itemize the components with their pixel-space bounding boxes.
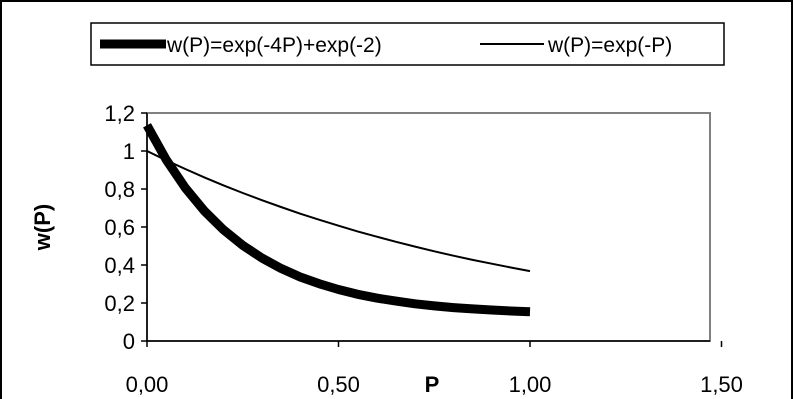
y-tick-label: 0,2: [104, 291, 135, 316]
y-tick-label: 0: [123, 329, 135, 354]
y-tick-label: 0,6: [104, 215, 135, 240]
y-tick-label: 1: [123, 139, 135, 164]
y-tick-group: 0 0,2 0,4 0,6 0,8 1 1,2: [104, 101, 147, 354]
x-tick-label: 0,00: [126, 372, 169, 397]
x-tick-group: 0,00 0,50 1,00 1,50: [126, 341, 743, 397]
y-axis-title: w(P): [30, 204, 55, 251]
legend-box: [90, 22, 725, 66]
legend-label-series-2: w(P)=exp(-P): [547, 34, 672, 57]
x-tick-label: 1,50: [700, 372, 743, 397]
y-tick-label: 0,4: [104, 253, 135, 278]
x-axis-title: P: [425, 372, 440, 397]
x-tick-label: 0,50: [317, 372, 360, 397]
x-tick-label: 1,00: [509, 372, 552, 397]
legend: w(P)=exp(-4P)+exp(-2) w(P)=exp(-P): [90, 22, 725, 66]
series-layer: [143, 123, 531, 317]
series-line-2: [146, 150, 531, 273]
y-tick-label: 0,8: [104, 177, 135, 202]
legend-label-series-1: w(P)=exp(-4P)+exp(-2): [166, 34, 382, 57]
series-line-1: [143, 123, 531, 317]
y-tick-label: 1,2: [104, 101, 135, 126]
